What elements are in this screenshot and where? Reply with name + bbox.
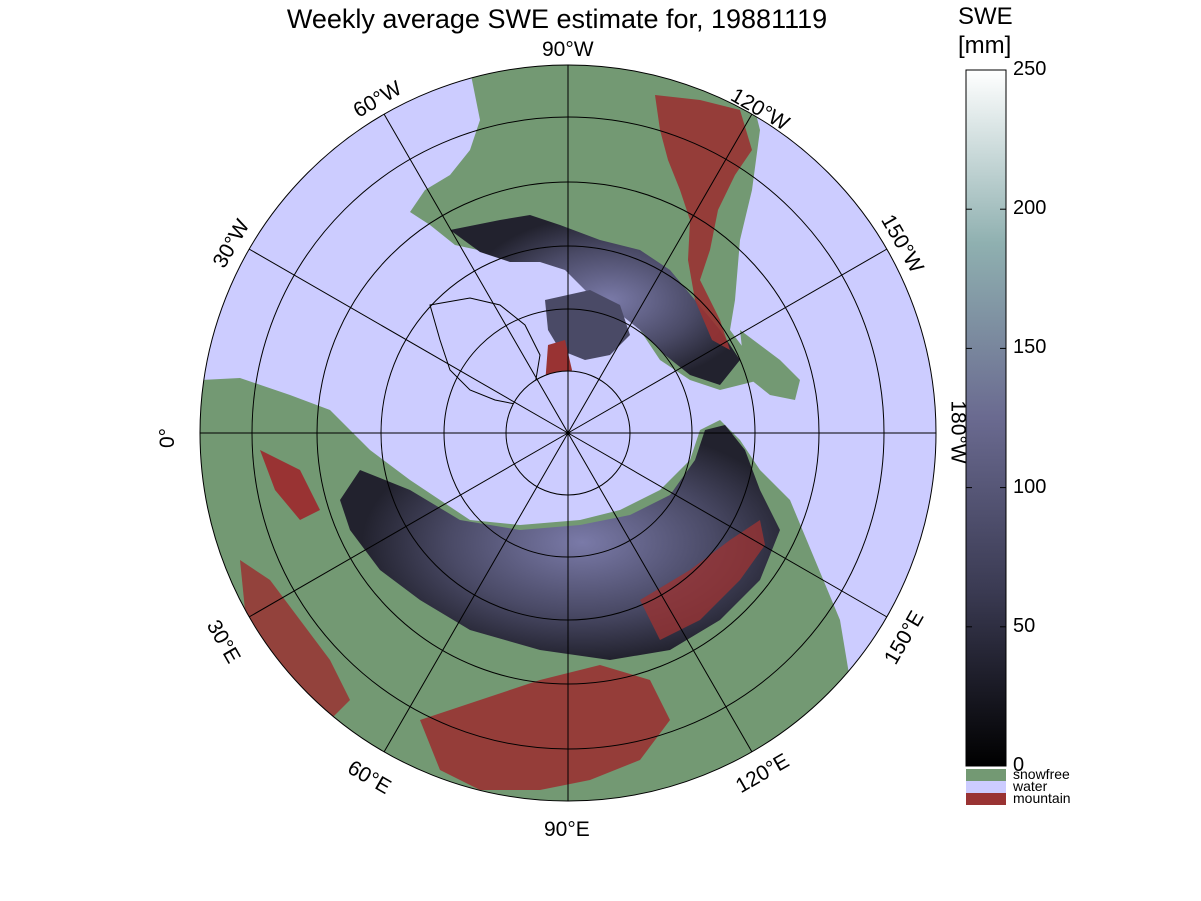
colorbar-tick-label: 0 [1013,754,1025,776]
eurasia-mountains-west [240,560,350,720]
meridian-lines [200,65,936,801]
colorbar-tick-label: 200 [1013,197,1047,220]
north-america-snow [450,215,740,385]
scandinavia-mountains [260,450,320,520]
colorbar-title-line2: [mm] [958,32,1012,59]
map-frame [199,64,937,802]
alaska-land [740,330,800,400]
rocky-mountains [655,95,752,350]
map-title: Weekly average SWE estimate for, 1988111… [286,4,828,34]
category-label-mountain: mountain [1013,790,1071,806]
colorbar-title: SWE [mm] [958,2,1013,60]
label-90w: 90°W [542,38,594,61]
category-label-water: water [1013,778,1048,794]
colorbar-tick-label: 250 [1013,58,1047,80]
category-label-snowfree: snowfree [1013,766,1070,782]
siberia-mountains [640,520,765,640]
label-90e: 90°E [544,818,590,841]
eurasia-mountains-central [420,665,670,790]
colorbar-tick-label: 50 [1013,614,1036,637]
colorbar-tick-label: 100 [1013,475,1047,498]
arctic-archipelago [545,290,630,360]
colorbar-title-line1: SWE [958,3,1013,30]
label-180w: 180°W [946,400,970,464]
colorbar-tick-label: 150 [1013,336,1047,359]
label-0: 0° [156,427,180,449]
